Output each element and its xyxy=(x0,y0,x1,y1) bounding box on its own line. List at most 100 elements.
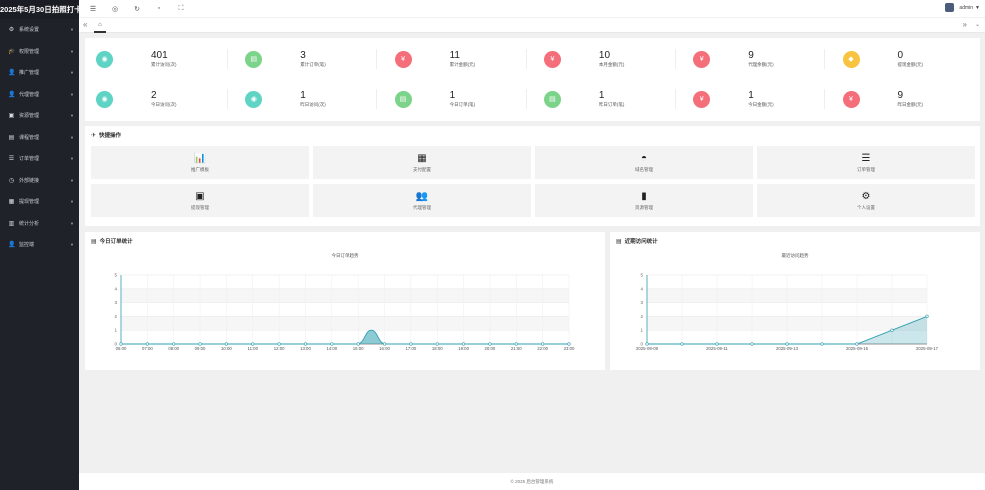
sidebar-item-1[interactable]: 🎓 权限管理 ▼ xyxy=(0,41,79,63)
quick-action-button[interactable]: 👥 代理管理 xyxy=(313,184,531,217)
quick-actions-panel: ✈ 快捷操作 📊 推广模板 ▦ 支付配置 ◓ 域名管理 ☰ 订单管理 ▣ 提现管理 👥 代理管理 ▮ 资源… xyxy=(85,126,980,226)
sidebar-item-2[interactable]: 👤 推广管理 ▼ xyxy=(0,62,79,84)
x-tick-label: 15:00 xyxy=(353,346,364,351)
sidebar-item-10[interactable]: 👤 监控端 ▼ xyxy=(0,234,79,256)
divider xyxy=(674,49,676,69)
refresh-icon[interactable]: ↻ xyxy=(134,5,140,13)
data-point xyxy=(251,342,255,346)
data-point xyxy=(785,342,789,346)
chart-icon: ▥ xyxy=(8,220,15,227)
quick-action-button[interactable]: ▦ 支付配置 xyxy=(313,146,531,179)
data-point xyxy=(567,342,571,346)
today-orders-subtitle: 今日订单趋势 xyxy=(331,253,359,258)
quick-action-label: 支付配置 xyxy=(413,166,431,172)
stat-item: ◉ 2 今日访问(次) xyxy=(88,81,228,117)
stat-label: 代理余额(元) xyxy=(748,62,774,67)
globe-icon[interactable]: ◎ xyxy=(111,5,119,13)
stat-label: 昨日订单(笔) xyxy=(598,102,625,107)
sidebar-item-label: 代理管理 xyxy=(19,91,40,98)
x-tick-label: 11:00 xyxy=(248,346,259,351)
archive-icon: ▣ xyxy=(195,190,205,202)
series-line xyxy=(121,329,569,345)
quick-action-button[interactable]: ☰ 订单管理 xyxy=(757,146,975,179)
chevron-down-icon: ▼ xyxy=(70,242,74,248)
stat-value: 1 xyxy=(748,90,754,101)
quick-action-button[interactable]: ▣ 提现管理 xyxy=(91,184,309,217)
stat-item: ◉ 1 昨日访问(次) xyxy=(237,81,378,117)
chevron-down-icon: ▼ xyxy=(70,199,74,205)
data-point xyxy=(890,328,894,332)
stat-value: 1 xyxy=(598,90,605,101)
stat-item: ¥9 昨日金额(元) xyxy=(835,81,975,117)
bar-chart-icon: 📊 xyxy=(193,152,207,164)
data-point xyxy=(172,342,176,346)
stat-item: ¥9 代理余额(元) xyxy=(685,41,826,77)
x-tick-label: 08:00 xyxy=(168,346,179,351)
sidebar-item-7[interactable]: ◷ 外部链接 ▼ xyxy=(0,170,79,192)
series-area xyxy=(647,316,927,344)
qrcode-icon: ▦ xyxy=(417,152,427,164)
send-icon: ✈ xyxy=(91,132,97,139)
data-point xyxy=(435,342,439,346)
sidebar-item-8[interactable]: ▦ 提现管理 ▼ xyxy=(0,191,79,213)
fullscreen-icon[interactable]: ⛶ xyxy=(178,4,184,12)
data-point xyxy=(680,342,684,346)
stat-value: 1 xyxy=(449,90,456,101)
stat-item: ▤ 1 今日订单(笔) xyxy=(387,81,527,117)
sidebar-item-label: 资源管理 xyxy=(19,113,40,120)
app-brand: 2025年5月30日拍照打卡 xyxy=(0,0,79,19)
sidebar-item-6[interactable]: ☰ 订单管理 ▼ xyxy=(0,148,79,170)
stat-value: 9 xyxy=(897,90,904,101)
y-tick-label: 2 xyxy=(640,314,643,319)
quick-action-button[interactable]: 📊 推广模板 xyxy=(91,146,309,179)
tabs-scroll-left-icon[interactable]: « xyxy=(83,20,88,29)
avatar xyxy=(945,3,955,12)
user-icon: 👤 xyxy=(8,242,16,249)
menu-toggle-icon[interactable]: ☰ xyxy=(89,5,97,13)
quick-action-button[interactable]: ▮ 资源管理 xyxy=(535,184,753,217)
tabs-menu-chevron-icon[interactable]: ⌄ xyxy=(974,22,980,28)
eye-icon: ◉ xyxy=(96,90,113,108)
user-menu[interactable]: admin ▼ xyxy=(945,3,980,12)
user-name: admin xyxy=(959,4,974,11)
quick-action-button[interactable]: ◓ 域名管理 xyxy=(535,146,753,179)
sidebar-item-9[interactable]: ▥ 统计分析 ▼ xyxy=(0,213,79,235)
quick-action-label: 订单管理 xyxy=(857,166,875,172)
data-point xyxy=(356,342,360,346)
data-point xyxy=(820,342,824,346)
data-point xyxy=(855,342,859,346)
lock-icon[interactable]: ▫ xyxy=(157,5,161,12)
yen-icon: ¥ xyxy=(693,90,711,108)
quick-action-label: 资源管理 xyxy=(635,204,653,210)
series-area xyxy=(121,330,569,344)
gear-icon: ⚙ xyxy=(8,27,15,34)
data-point xyxy=(488,342,492,346)
tabs-scroll-right-icon[interactable]: » xyxy=(962,20,967,29)
tab-home-icon[interactable]: ⌂ xyxy=(94,19,106,33)
stat-item: ¥1 今日金额(元) xyxy=(685,81,826,117)
tab-bar: « ⌂ » ⌄ xyxy=(79,17,985,33)
x-tick-label: 18:00 xyxy=(432,346,443,351)
divider xyxy=(824,89,826,109)
chevron-down-icon: ▼ xyxy=(70,113,74,119)
stat-label: 累计金额(元) xyxy=(449,62,476,67)
chevron-down-icon: ▼ xyxy=(70,27,74,33)
list-icon: ☰ xyxy=(861,152,871,164)
chevron-down-icon: ▼ xyxy=(70,48,74,54)
stat-value: 401 xyxy=(151,50,168,61)
divider xyxy=(525,49,527,69)
document-icon: ▤ xyxy=(394,90,412,108)
sidebar-item-0[interactable]: ⚙ 系统设置 ▼ xyxy=(0,19,79,41)
x-tick-label: 2025-09-17 xyxy=(916,346,939,351)
sidebar-item-3[interactable]: 👤 代理管理 ▼ xyxy=(0,84,79,106)
data-point xyxy=(145,342,149,346)
eye-icon: ◉ xyxy=(96,50,113,68)
y-tick-label: 1 xyxy=(640,328,643,333)
sidebar-item-5[interactable]: ▤ 课程管理 ▼ xyxy=(0,127,79,149)
divider xyxy=(376,49,378,69)
sidebar-item-4[interactable]: ▣ 资源管理 ▼ xyxy=(0,105,79,127)
quick-action-button[interactable]: ⚙ 个人设置 xyxy=(757,184,975,217)
book-icon: ▤ xyxy=(8,134,15,141)
stat-label: 本月金额(元) xyxy=(598,62,625,67)
y-tick-label: 0 xyxy=(114,342,117,347)
